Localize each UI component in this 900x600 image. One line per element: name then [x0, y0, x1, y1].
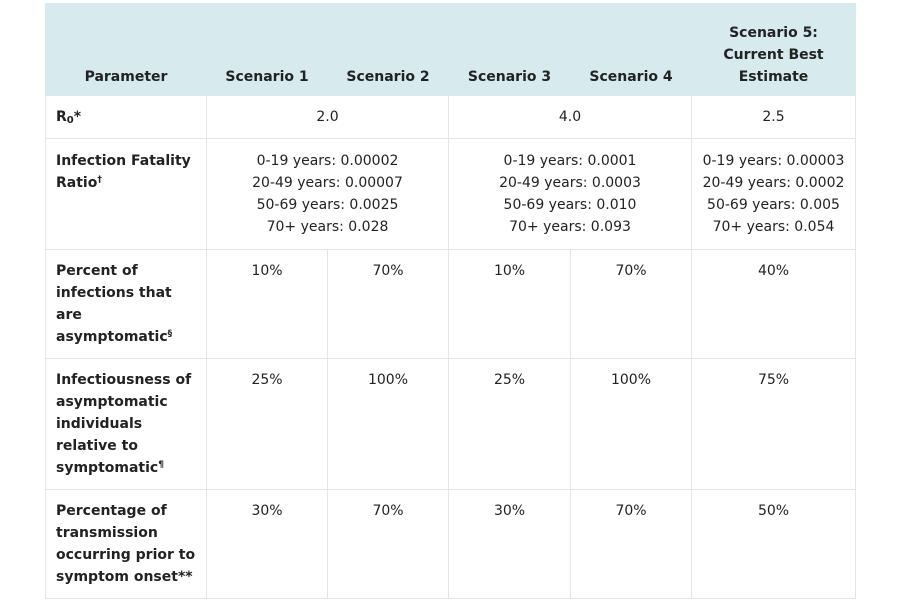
asymptomatic-value-scenario-4: 70%	[570, 249, 692, 359]
ifr-value-scenarios-1-2: 0-19 years: 0.00002 20-49 years: 0.00007…	[206, 138, 449, 250]
infectiousness-value-scenario-1: 25%	[206, 358, 328, 490]
ifr-label-text: Ratio	[56, 175, 98, 191]
column-header-scenario-5: Scenario 5: Current Best Estimate	[691, 3, 856, 96]
r0-label-main: R	[56, 109, 67, 125]
ifr-age-value: 50-69 years: 0.010	[503, 197, 637, 213]
column-header-scenario-3: Scenario 3	[448, 3, 571, 96]
asymptomatic-label-line: asymptomatic§	[56, 326, 198, 348]
asymptomatic-label-line: are	[56, 307, 82, 323]
presymptomatic-label-line: symptom onset**	[56, 569, 193, 585]
asymptomatic-value-scenario-1: 10%	[206, 249, 328, 359]
column-header-scenario-4: Scenario 4	[570, 3, 692, 96]
presymptomatic-value-scenario-3: 30%	[448, 489, 571, 599]
ifr-age-value: 20-49 years: 0.0003	[499, 175, 641, 191]
r0-value-scenarios-3-4: 4.0	[448, 95, 692, 139]
row-label-infectiousness: Infectiousness of asymptomatic individua…	[45, 358, 207, 490]
ifr-age-value: 70+ years: 0.054	[712, 219, 835, 235]
infectiousness-label-line: relative to	[56, 438, 138, 454]
table-row-ifr: Infection Fatality Ratio† 0-19 years: 0.…	[45, 138, 856, 250]
infectiousness-label-text: symptomatic	[56, 460, 159, 476]
r0-value-scenario-5: 2.5	[691, 95, 856, 139]
scenario-5-header-line: Current Best	[723, 47, 824, 63]
scenario-parameters-table: Parameter Scenario 1 Scenario 2 Scenario…	[45, 3, 856, 599]
infectiousness-value-scenario-5: 75%	[691, 358, 856, 490]
asymptomatic-value-scenario-5: 40%	[691, 249, 856, 359]
table-row-presymptomatic-transmission: Percentage of transmission occurring pri…	[45, 489, 856, 599]
presymptomatic-value-scenario-1: 30%	[206, 489, 328, 599]
ifr-label-line: Ratio†	[56, 172, 198, 194]
presymptomatic-label-line: occurring prior to	[56, 547, 196, 563]
table-row-infectiousness: Infectiousness of asymptomatic individua…	[45, 358, 856, 490]
ifr-age-value: 70+ years: 0.093	[509, 219, 631, 235]
row-label-ifr: Infection Fatality Ratio†	[45, 138, 207, 250]
scenario-5-header-line: Estimate	[738, 69, 809, 85]
row-label-asymptomatic: Percent of infections that are asymptoma…	[45, 249, 207, 359]
row-label-presymptomatic-transmission: Percentage of transmission occurring pri…	[45, 489, 207, 599]
r0-label-subscript: 0	[66, 115, 74, 126]
presymptomatic-label-line: transmission	[56, 525, 158, 541]
ifr-age-value: 0-19 years: 0.0001	[503, 153, 637, 169]
infectiousness-footnote-mark: ¶	[158, 460, 164, 470]
asymptomatic-value-scenario-2: 70%	[327, 249, 449, 359]
ifr-age-value: 50-69 years: 0.0025	[256, 197, 399, 213]
ifr-age-value: 20-49 years: 0.00007	[252, 175, 403, 191]
asymptomatic-label-line: Percent of	[56, 263, 138, 279]
column-header-scenario-2: Scenario 2	[327, 3, 449, 96]
infectiousness-value-scenario-3: 25%	[448, 358, 571, 490]
ifr-value-scenarios-3-4: 0-19 years: 0.0001 20-49 years: 0.0003 5…	[448, 138, 692, 250]
asymptomatic-value-scenario-3: 10%	[448, 249, 571, 359]
table-row-asymptomatic: Percent of infections that are asymptoma…	[45, 249, 856, 359]
ifr-age-value: 0-19 years: 0.00003	[702, 153, 845, 169]
ifr-age-value: 50-69 years: 0.005	[707, 197, 840, 213]
presymptomatic-value-scenario-5: 50%	[691, 489, 856, 599]
column-header-scenario-1: Scenario 1	[206, 3, 328, 96]
column-header-parameter: Parameter	[45, 3, 207, 96]
ifr-value-scenario-5: 0-19 years: 0.00003 20-49 years: 0.0002 …	[691, 138, 856, 250]
r0-value-scenarios-1-2: 2.0	[206, 95, 449, 139]
ifr-age-value: 20-49 years: 0.0002	[702, 175, 845, 191]
ifr-age-value: 70+ years: 0.028	[266, 219, 389, 235]
scenario-5-header-line: Scenario 5:	[729, 25, 818, 41]
infectiousness-value-scenario-4: 100%	[570, 358, 692, 490]
asymptomatic-footnote-mark: §	[167, 329, 173, 339]
asymptomatic-label-text: asymptomatic	[56, 329, 168, 345]
presymptomatic-value-scenario-4: 70%	[570, 489, 692, 599]
r0-label-footnote-mark: *	[73, 109, 82, 125]
asymptomatic-label-line: infections that	[56, 285, 172, 301]
table-row-r0: R0* 2.0 4.0 2.5	[45, 95, 856, 139]
ifr-footnote-mark: †	[97, 175, 102, 185]
infectiousness-value-scenario-2: 100%	[327, 358, 449, 490]
infectiousness-label-line: individuals	[56, 416, 143, 432]
ifr-age-value: 0-19 years: 0.00002	[256, 153, 399, 169]
infectiousness-label-line: Infectiousness of	[56, 372, 192, 388]
infectiousness-label-line: symptomatic¶	[56, 457, 198, 479]
row-label-r0: R0*	[45, 95, 207, 139]
presymptomatic-label-line: Percentage of	[56, 503, 167, 519]
ifr-label-line: Infection Fatality	[56, 153, 191, 169]
presymptomatic-value-scenario-2: 70%	[327, 489, 449, 599]
header-row: Parameter Scenario 1 Scenario 2 Scenario…	[45, 3, 856, 96]
infectiousness-label-line: asymptomatic	[56, 394, 168, 410]
